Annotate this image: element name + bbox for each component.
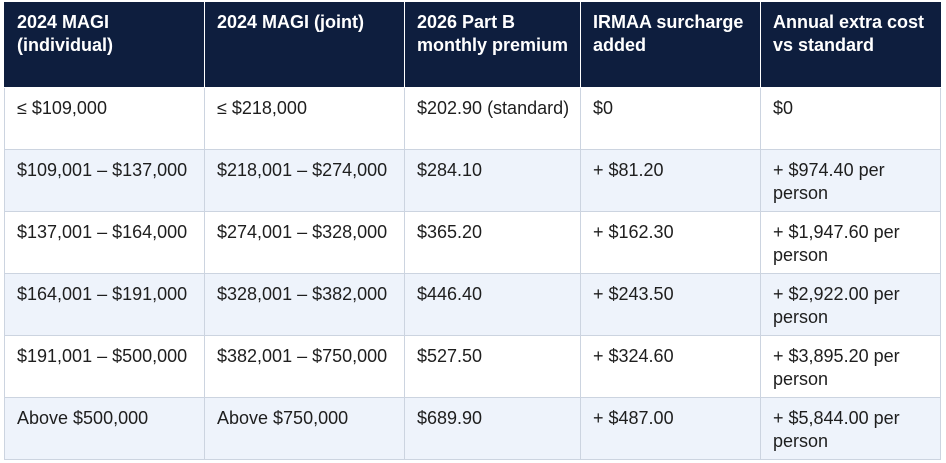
cell-irmaa-surcharge: + $162.30: [580, 210, 761, 274]
header-monthly-premium: 2026 Part B monthly premium: [404, 2, 581, 88]
irmaa-premium-table: 2024 MAGI (individual) 2024 MAGI (joint)…: [4, 2, 941, 460]
cell-magi-joint: $274,001 – $328,000: [204, 210, 405, 274]
header-row: 2024 MAGI (individual) 2024 MAGI (joint)…: [4, 2, 941, 88]
cell-magi-individual: $191,001 – $500,000: [4, 334, 205, 398]
cell-irmaa-surcharge: + $81.20: [580, 148, 761, 212]
table-row: $109,001 – $137,000 $218,001 – $274,000 …: [4, 148, 941, 212]
table-row: $191,001 – $500,000 $382,001 – $750,000 …: [4, 334, 941, 398]
cell-monthly-premium: $689.90: [404, 396, 581, 460]
header-magi-joint: 2024 MAGI (joint): [204, 2, 405, 88]
cell-magi-joint: Above $750,000: [204, 396, 405, 460]
irmaa-table-container: 2024 MAGI (individual) 2024 MAGI (joint)…: [4, 2, 941, 460]
cell-irmaa-surcharge: + $487.00: [580, 396, 761, 460]
cell-annual-extra-cost: + $1,947.60 per person: [760, 210, 941, 274]
table-row: ≤ $109,000 ≤ $218,000 $202.90 (standard)…: [4, 86, 941, 150]
header-magi-individual: 2024 MAGI (individual): [4, 2, 205, 88]
cell-magi-individual: $109,001 – $137,000: [4, 148, 205, 212]
header-annual-extra-cost: Annual extra cost vs standard: [760, 2, 941, 88]
cell-monthly-premium: $365.20: [404, 210, 581, 274]
table-row: $137,001 – $164,000 $274,001 – $328,000 …: [4, 210, 941, 274]
cell-magi-joint: ≤ $218,000: [204, 86, 405, 150]
table-header: 2024 MAGI (individual) 2024 MAGI (joint)…: [4, 2, 941, 88]
cell-magi-joint: $328,001 – $382,000: [204, 272, 405, 336]
cell-monthly-premium: $446.40: [404, 272, 581, 336]
cell-annual-extra-cost: $0: [760, 86, 941, 150]
cell-magi-individual: ≤ $109,000: [4, 86, 205, 150]
cell-annual-extra-cost: + $2,922.00 per person: [760, 272, 941, 336]
cell-magi-individual: Above $500,000: [4, 396, 205, 460]
cell-annual-extra-cost: + $3,895.20 per person: [760, 334, 941, 398]
cell-magi-joint: $218,001 – $274,000: [204, 148, 405, 212]
cell-monthly-premium: $202.90 (standard): [404, 86, 581, 150]
cell-monthly-premium: $284.10: [404, 148, 581, 212]
table-row: Above $500,000 Above $750,000 $689.90 + …: [4, 396, 941, 460]
cell-annual-extra-cost: + $974.40 per person: [760, 148, 941, 212]
cell-annual-extra-cost: + $5,844.00 per person: [760, 396, 941, 460]
table-body: ≤ $109,000 ≤ $218,000 $202.90 (standard)…: [4, 86, 941, 460]
table-row: $164,001 – $191,000 $328,001 – $382,000 …: [4, 272, 941, 336]
header-irmaa-surcharge: IRMAA surcharge added: [580, 2, 761, 88]
cell-magi-individual: $137,001 – $164,000: [4, 210, 205, 274]
cell-magi-joint: $382,001 – $750,000: [204, 334, 405, 398]
cell-magi-individual: $164,001 – $191,000: [4, 272, 205, 336]
cell-irmaa-surcharge: $0: [580, 86, 761, 150]
cell-irmaa-surcharge: + $243.50: [580, 272, 761, 336]
cell-monthly-premium: $527.50: [404, 334, 581, 398]
cell-irmaa-surcharge: + $324.60: [580, 334, 761, 398]
